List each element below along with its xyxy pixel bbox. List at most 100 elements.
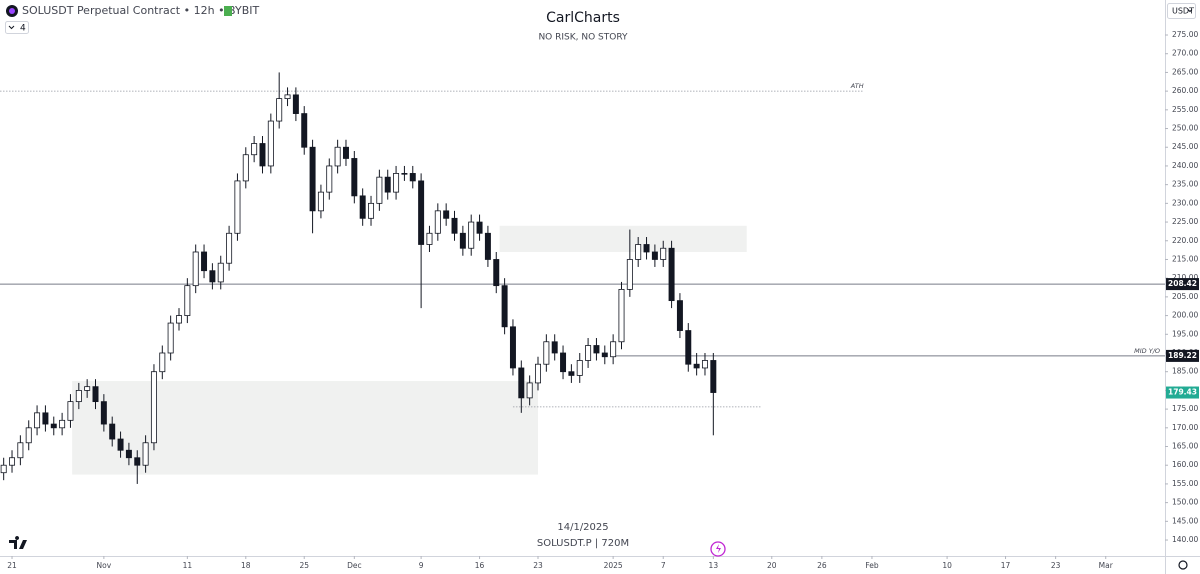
- candle-body: [618, 288, 625, 343]
- lightning: [716, 544, 721, 553]
- y-tick-label: 215.00: [1172, 254, 1198, 263]
- level-name: ATH: [850, 82, 864, 90]
- candle-body: [251, 143, 258, 156]
- candle-body: [25, 427, 32, 444]
- x-tick-label: 26: [817, 561, 827, 570]
- candle-body: [209, 270, 216, 283]
- y-tick-label: 210.00: [1172, 273, 1198, 282]
- candle-body: [526, 382, 533, 399]
- candle-body: [443, 210, 450, 219]
- footer-date: 14/1/2025: [557, 522, 608, 533]
- candle-body: [9, 457, 16, 466]
- candle-body: [626, 259, 633, 290]
- y-tick-label: 160.00: [1172, 460, 1198, 469]
- y-tick-label: 150.00: [1172, 498, 1198, 507]
- y-tick-label: 185.00: [1172, 367, 1198, 376]
- candle-body: [292, 94, 299, 114]
- x-tick-label: Mar: [1099, 561, 1114, 570]
- y-tick-label: 230.00: [1172, 198, 1198, 207]
- candle-body: [301, 113, 308, 148]
- candle-body: [651, 251, 658, 260]
- events-icon[interactable]: [710, 541, 726, 557]
- candle-body: [468, 221, 475, 249]
- y-tick-label: 175.00: [1172, 404, 1198, 413]
- x-tick-label: 23: [533, 561, 543, 570]
- candle-body: [351, 158, 358, 197]
- y-tick-label: 165.00: [1172, 442, 1198, 451]
- candle-body: [643, 244, 650, 253]
- x-tick-label: 2025: [604, 561, 623, 570]
- candle-body: [576, 360, 583, 376]
- candle-body: [426, 232, 433, 245]
- y-tick-label: 155.00: [1172, 479, 1198, 488]
- market-flag: [224, 6, 232, 16]
- candle-body: [42, 412, 49, 425]
- candle-body: [601, 352, 608, 358]
- last-price-tag: [1166, 386, 1199, 399]
- candle-body: [476, 221, 483, 234]
- y-tick-label: 265.00: [1172, 67, 1198, 76]
- price-tag: [1166, 278, 1199, 291]
- candle-body: [92, 386, 99, 403]
- candle-body: [150, 371, 157, 444]
- candle-body: [159, 352, 166, 373]
- candle-body: [701, 360, 708, 369]
- candle-body: [125, 449, 132, 459]
- candle-body: [610, 341, 617, 358]
- candle-body: [67, 401, 74, 421]
- indicator-toggle[interactable]: [5, 21, 29, 34]
- price-tag: [1166, 349, 1199, 362]
- candle-body: [518, 367, 525, 399]
- y-tick-label: 220.00: [1172, 236, 1198, 245]
- candle-body: [334, 146, 341, 167]
- candle-body: [109, 423, 116, 440]
- x-tick-label: 20: [767, 561, 777, 570]
- y-tick-label: 255.00: [1172, 105, 1198, 114]
- settings-icon[interactable]: [1178, 560, 1188, 570]
- candle-body: [317, 191, 324, 212]
- candle-body: [134, 457, 141, 466]
- x-tick-label: 13: [709, 561, 719, 570]
- candle-body: [17, 442, 24, 459]
- candle-body: [668, 247, 675, 302]
- candle-body: [276, 98, 283, 122]
- candle-body: [418, 180, 425, 245]
- y-tick-label: 195.00: [1172, 329, 1198, 338]
- candle-body: [326, 165, 333, 193]
- candle-body: [192, 251, 199, 287]
- tradingview-logo: [9, 536, 27, 549]
- x-tick-label: Dec: [347, 561, 362, 570]
- candle-body: [393, 173, 400, 193]
- symbol-title[interactable]: SOLUSDT Perpetual Contract • 12h • BYBIT: [22, 4, 260, 17]
- candle-body: [434, 210, 441, 234]
- plot-area: [0, 72, 1165, 484]
- candle-body: [234, 180, 241, 234]
- y-tick-label: 260.00: [1172, 86, 1198, 95]
- candle-body: [568, 371, 575, 376]
- x-tick-label: Nov: [97, 561, 112, 570]
- y-tick-label: 240.00: [1172, 161, 1198, 170]
- symbol-icon-inner: [9, 8, 15, 14]
- candle-body: [368, 202, 375, 219]
- candle-body: [384, 176, 391, 193]
- indicator-count: 4: [20, 24, 26, 34]
- currency-button[interactable]: [1167, 3, 1196, 19]
- candle-body: [342, 146, 349, 159]
- candle-body: [693, 363, 700, 369]
- candle-body: [50, 423, 57, 429]
- x-tick-label: 9: [419, 561, 424, 570]
- x-tick-label: 18: [241, 561, 251, 570]
- candle-body: [267, 120, 274, 167]
- candle-body: [284, 94, 291, 100]
- candle-body: [359, 195, 366, 219]
- y-tick-label: 245.00: [1172, 142, 1198, 151]
- zone: [72, 381, 539, 475]
- candle-body: [535, 363, 541, 384]
- candle-body: [551, 341, 558, 354]
- candle-body: [501, 285, 508, 328]
- candle-body: [585, 345, 592, 361]
- candle-body: [142, 442, 149, 466]
- candle-body: [593, 345, 600, 354]
- chart-title: CarlCharts: [546, 10, 620, 26]
- y-tick-label: 145.00: [1172, 516, 1198, 525]
